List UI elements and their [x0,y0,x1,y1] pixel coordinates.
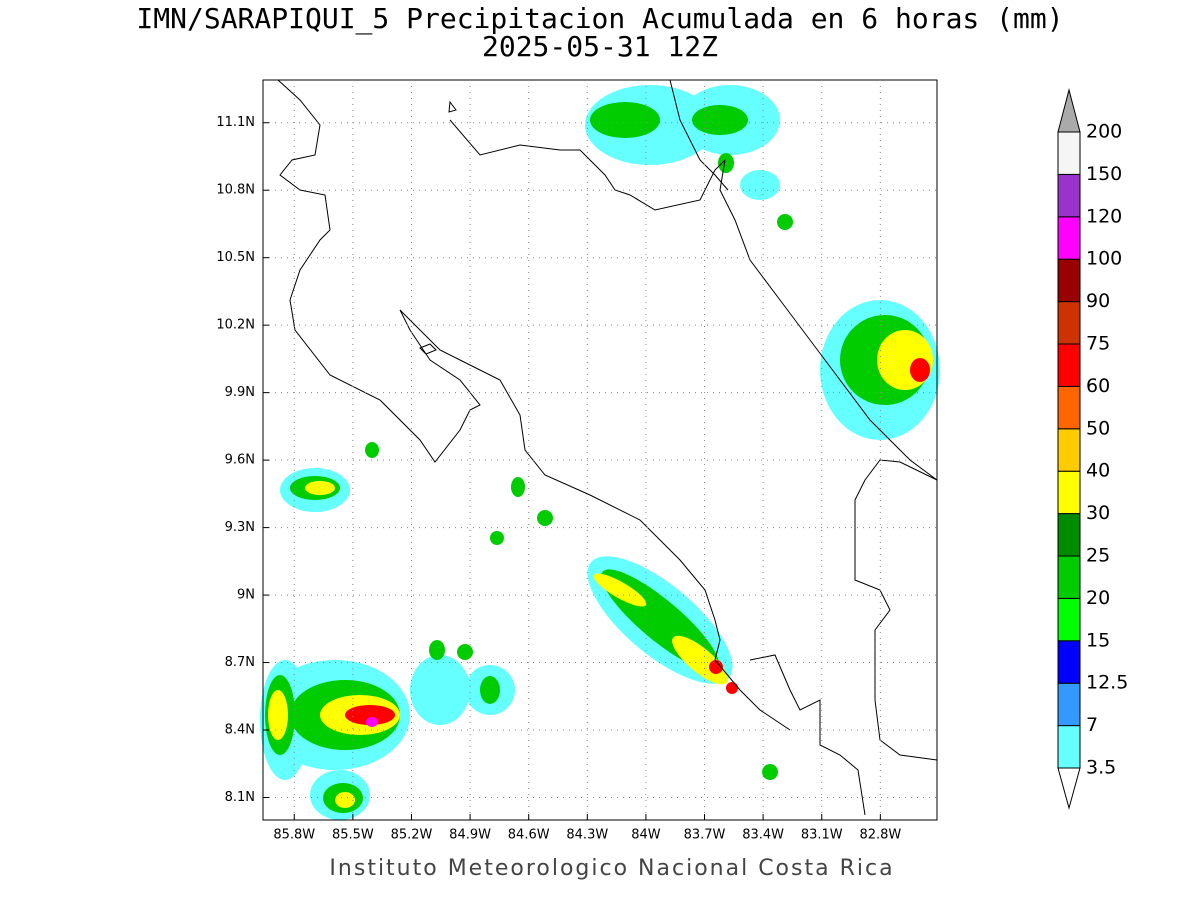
x-tick-label: 85.8W [273,828,315,843]
y-tick-label: 11.1N [216,115,255,130]
y-tick-label: 10.2N [216,318,255,333]
colorbar-box [1057,640,1081,684]
y-tick-label: 9.9N [225,385,255,400]
colorbar-box [1057,597,1081,642]
colorbar-over [1057,88,1081,133]
colorbar-label: 200 [1086,121,1122,143]
x-tick-label: 83.1W [801,828,843,843]
x-tick-label: 85.2W [391,828,433,843]
y-tick-label: 9.3N [225,520,255,535]
colorbar-box [1057,216,1081,260]
x-tick-label: 84.6W [508,828,550,843]
plot-frame [262,79,938,821]
colorbar-label: 60 [1086,375,1110,397]
colorbar-label: 75 [1086,333,1110,355]
colorbar-box [1057,385,1081,430]
x-tick-label: 85.5W [332,828,374,843]
x-tick-label: 83.7W [684,828,726,843]
colorbar-box [1057,428,1081,472]
x-tick-label: 84.9W [449,828,491,843]
colorbar-label: 20 [1086,587,1110,609]
colorbar-box [1057,343,1081,387]
x-tick-label: 84.3W [566,828,608,843]
colorbar-label: 7 [1086,714,1098,736]
chart-subtitle: 2025-05-31 12Z [482,30,718,63]
x-tick-label: 82.8W [859,828,901,843]
colorbar-box [1057,682,1081,727]
colorbar-box [1057,173,1081,218]
footer: Instituto Meteorologico Nacional Costa R… [329,856,894,881]
colorbar-box [1057,725,1081,769]
y-tick-label: 10.5N [216,250,255,265]
colorbar-label: 120 [1086,205,1122,227]
y-tick-label: 9N [237,588,255,603]
colorbar-label: 12.5 [1086,672,1128,694]
x-tick-label: 83.4W [742,828,784,843]
y-tick-label: 8.4N [225,723,255,738]
colorbar-box [1057,258,1081,303]
precipitation-field [260,85,940,820]
colorbar-label: 30 [1086,502,1110,524]
colorbar-label: 90 [1086,290,1110,312]
colorbar-box [1057,470,1081,515]
chart-title: IMN/SARAPIQUI_5 Precipitacion Acumulada … [136,2,1063,36]
colorbar-box [1057,555,1081,599]
colorbar-label: 3.5 [1086,757,1116,779]
colorbar-box [1057,131,1081,175]
colorbar-under [1057,767,1081,810]
colorbar-label: 40 [1086,460,1110,482]
colorbar-label: 100 [1086,248,1122,270]
colorbar-box [1057,301,1081,345]
y-tick-label: 8.1N [225,790,255,805]
y-tick-label: 8.7N [225,655,255,670]
colorbar-label: 25 [1086,545,1110,567]
x-tick-label: 84W [631,828,661,843]
y-tick-label: 10.8N [216,183,255,198]
colorbar-label: 50 [1086,417,1110,439]
colorbar-box [1057,513,1081,557]
colorbar-label: 15 [1086,629,1110,651]
colorbar-label: 150 [1086,163,1122,185]
y-tick-label: 9.6N [225,453,255,468]
